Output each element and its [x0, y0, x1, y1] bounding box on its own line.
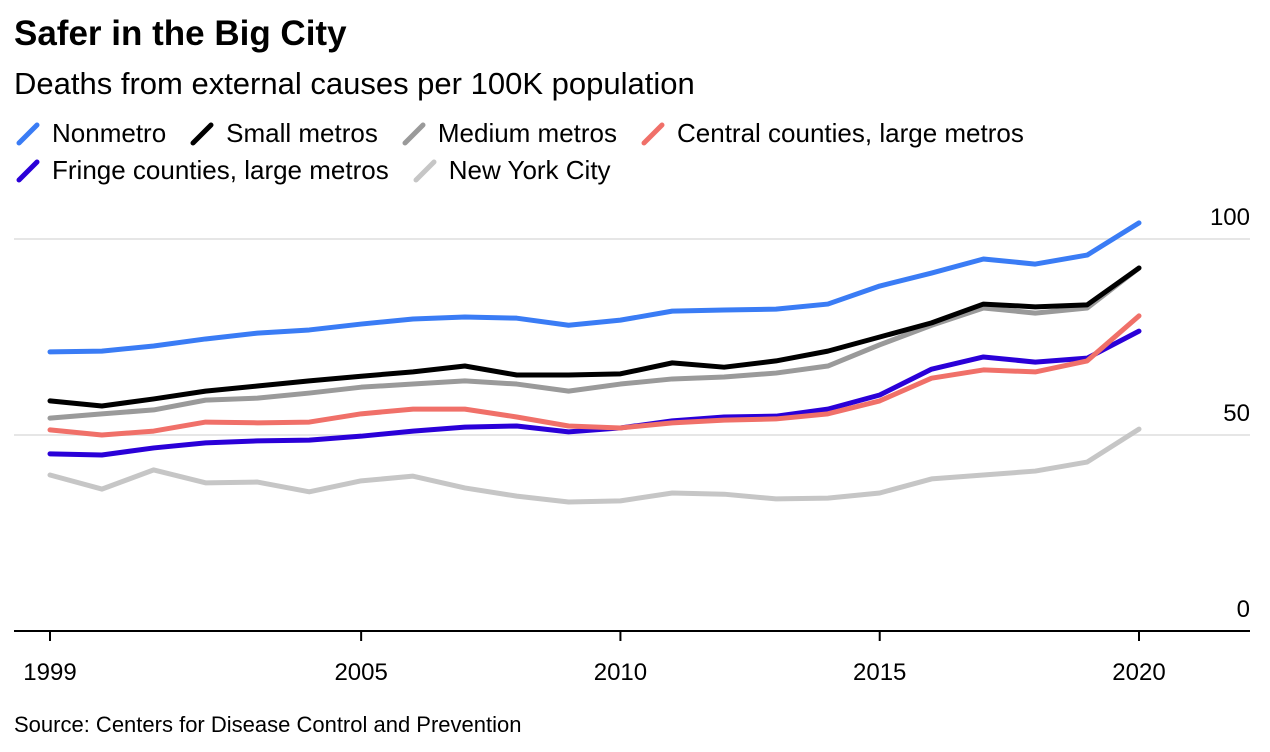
legend-item: New York City — [411, 155, 611, 186]
legend-swatch-icon — [16, 122, 40, 145]
series-line-fringe-counties-large-metros — [47, 328, 1142, 458]
legend-swatch-icon — [402, 122, 426, 145]
legend-label: New York City — [448, 155, 611, 185]
series-line-medium-metros — [47, 265, 1142, 421]
legend-label: Medium metros — [437, 118, 618, 148]
legend-label: Central counties, large metros — [677, 118, 1024, 148]
legend-label: Nonmetro — [52, 118, 167, 148]
legend-swatch-icon — [16, 159, 40, 182]
series-line-central-counties-large-metros — [47, 313, 1142, 438]
legend-item: Medium metros — [400, 118, 617, 149]
x-tick-label: 2005 — [334, 659, 387, 686]
legend-item: Nonmetro — [14, 118, 166, 149]
legend-item: Fringe counties, large metros — [14, 155, 389, 186]
source-note: Source: Centers for Disease Control and … — [14, 712, 522, 737]
x-tick-label: 1999 — [23, 659, 76, 686]
x-tick-label: 2010 — [594, 659, 647, 686]
x-tick-label: 2015 — [853, 659, 906, 686]
legend-swatch-icon — [413, 159, 437, 182]
legend-label: Small metros — [226, 118, 378, 148]
series-line-small-metros — [47, 265, 1142, 409]
legend-row-1: Nonmetro Small metros Medium metros Central… — [14, 118, 1024, 149]
legend-item: Small metros — [188, 118, 378, 149]
y-tick-label: 100 — [1210, 204, 1250, 231]
legend-item: Central counties, large metros — [639, 118, 1024, 149]
chart-subtitle: Deaths from external causes per 100K pop… — [14, 66, 695, 101]
legend-label: Fringe counties, large metros — [52, 155, 389, 185]
legend-swatch-icon — [641, 122, 665, 145]
chart-title: Safer in the Big City — [14, 14, 347, 53]
legend-swatch-icon — [190, 122, 214, 145]
y-tick-label: 50 — [1223, 400, 1250, 427]
series-line-new-york-city — [47, 426, 1142, 505]
series-line-nonmetro — [47, 220, 1142, 355]
legend-row-2: Fringe counties, large metros New York Ci… — [14, 155, 611, 186]
x-tick-label: 2020 — [1112, 659, 1165, 686]
y-tick-label: 0 — [1237, 596, 1250, 623]
